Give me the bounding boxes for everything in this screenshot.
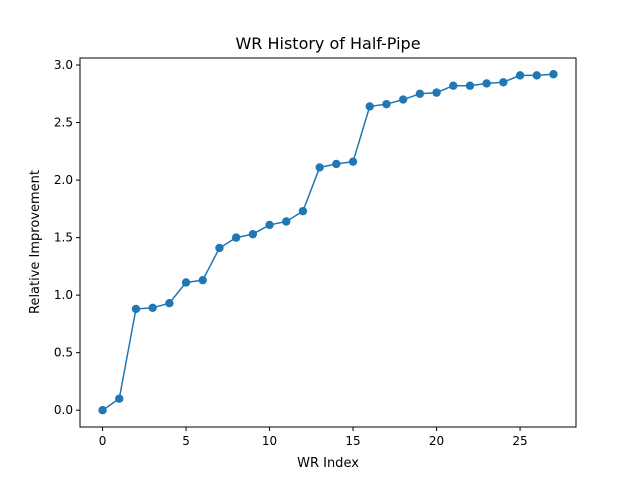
data-point — [148, 303, 157, 312]
y-tick-label: 3.0 — [54, 58, 73, 72]
data-point — [315, 163, 324, 172]
data-point — [415, 89, 425, 98]
data-point — [265, 220, 274, 230]
data-point — [98, 406, 107, 415]
x-tick-label: 20 — [429, 434, 444, 448]
x-tick-label: 10 — [262, 434, 277, 448]
y-tick-label: 2.0 — [54, 173, 73, 187]
series-line — [102, 73, 554, 411]
data-point — [432, 88, 441, 97]
data-point — [515, 71, 525, 80]
data-point — [398, 95, 408, 104]
data-point — [165, 298, 174, 308]
data-point — [348, 157, 358, 166]
y-axis-label: Relative Improvement — [28, 170, 43, 314]
plot-frame — [79, 57, 577, 428]
data-point — [365, 102, 374, 111]
data-point — [248, 229, 258, 239]
data-point — [198, 275, 207, 285]
data-point — [382, 99, 391, 109]
data-point — [482, 79, 491, 88]
y-tick-label: 1.5 — [54, 231, 73, 245]
data-point — [549, 70, 558, 79]
x-tick-label: 5 — [182, 434, 190, 448]
x-tick-label: 0 — [99, 434, 107, 448]
chart-title: WR History of Half-Pipe — [235, 34, 420, 53]
data-point — [115, 394, 124, 403]
y-tick-label: 2.5 — [54, 116, 73, 130]
data-point — [499, 78, 508, 87]
data-point — [532, 71, 541, 80]
data-point — [449, 81, 458, 90]
y-tick-label: 0.5 — [54, 346, 73, 360]
y-tick-label: 1.0 — [54, 288, 73, 302]
data-point — [282, 217, 291, 226]
data-point — [332, 159, 341, 169]
data-point — [465, 81, 475, 90]
data-point — [231, 233, 241, 242]
x-tick-label: 25 — [512, 434, 527, 448]
data-point — [181, 278, 191, 287]
plot-area: 0 5 10 15 20 25 0.0 0.5 1.0 1.5 2.0 2.5 3.0 — [54, 57, 577, 448]
data-point — [215, 243, 224, 253]
y-tick-label: 0.0 — [54, 403, 73, 417]
x-tick-label: 15 — [345, 434, 360, 448]
x-axis-label: WR Index — [297, 456, 359, 471]
data-point — [298, 206, 308, 216]
data-point — [131, 304, 141, 314]
